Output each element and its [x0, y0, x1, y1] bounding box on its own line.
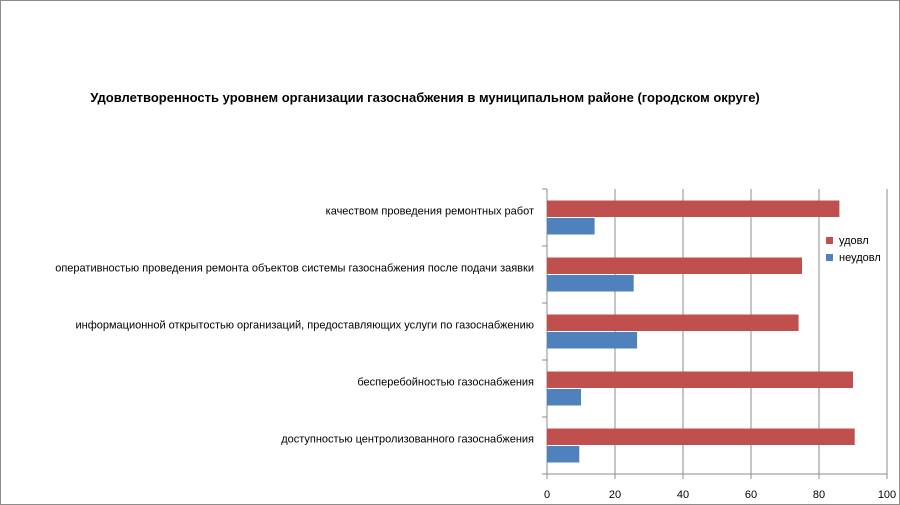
- category-label: информационной открытостью организаций, …: [75, 320, 534, 332]
- category-label: бесперебойностью газоснабжения: [357, 377, 534, 389]
- x-tick-label: 60: [745, 489, 757, 501]
- bar-udovl: [547, 371, 853, 388]
- bar-neudovl: [547, 332, 638, 349]
- category-label: оперативностью проведения ремонта объект…: [55, 263, 534, 275]
- x-tick-label: 0: [544, 489, 550, 501]
- bar-udovl: [547, 428, 855, 445]
- chart-title: Удовлетворенность уровнем организации га…: [90, 90, 760, 105]
- x-tick-label: 100: [878, 489, 896, 501]
- x-tick-label: 20: [609, 489, 621, 501]
- bar-udovl: [547, 314, 799, 331]
- legend-swatch: [826, 237, 833, 244]
- legend-label: неудовл: [839, 252, 881, 264]
- x-tick-label: 40: [677, 489, 689, 501]
- bar-neudovl: [547, 218, 595, 235]
- legend-swatch: [826, 254, 833, 261]
- bar-neudovl: [547, 389, 581, 406]
- category-label: качеством проведения ремонтных работ: [326, 206, 534, 218]
- bar-udovl: [547, 200, 840, 217]
- bar-neudovl: [547, 446, 580, 463]
- legend-label: удовл: [839, 235, 869, 247]
- bar-udovl: [547, 257, 802, 274]
- x-tick-label: 80: [813, 489, 825, 501]
- category-label: доступностью центролизованного газоснабж…: [281, 434, 534, 446]
- bar-neudovl: [547, 275, 634, 292]
